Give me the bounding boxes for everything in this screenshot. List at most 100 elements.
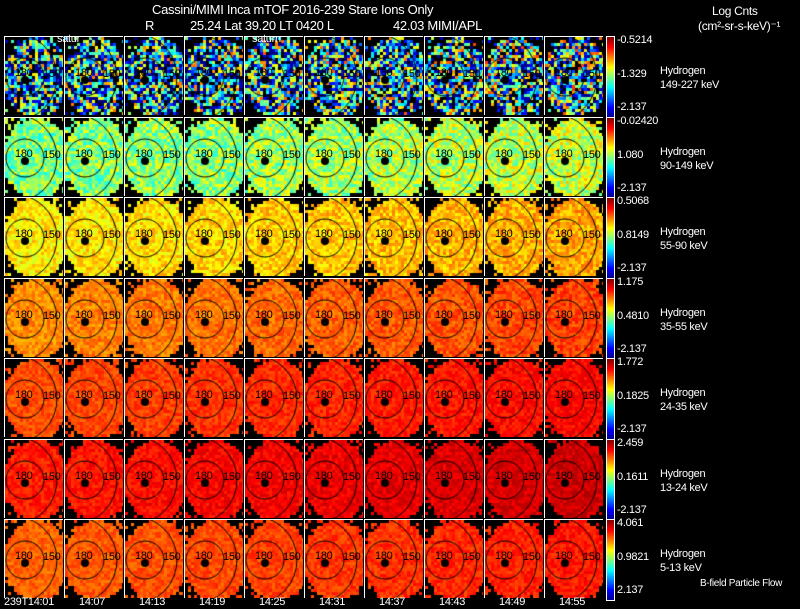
colorbar-mid-label: 0.8149 bbox=[617, 229, 649, 241]
contour-label-150: 150 bbox=[103, 390, 121, 402]
contour-label-150: 150 bbox=[343, 470, 361, 483]
contour-label-150: 150 bbox=[523, 309, 541, 322]
contour-label-180: 180 bbox=[435, 308, 453, 321]
image-panel: 180 150 bbox=[544, 358, 603, 437]
heatmap-canvas bbox=[425, 520, 483, 598]
contour-label-150: 150 bbox=[343, 148, 361, 161]
contour-label-150: 150 bbox=[283, 148, 301, 161]
contour-label-180: 180 bbox=[75, 147, 93, 160]
heatmap-canvas bbox=[545, 117, 603, 196]
contour-label-150: 150 bbox=[583, 470, 601, 483]
image-panel: 180 150 bbox=[484, 116, 543, 196]
image-panel: 180 150 bbox=[4, 36, 63, 115]
image-panel: 180 150 bbox=[124, 519, 183, 598]
contour-label-150: 150 bbox=[223, 229, 241, 241]
image-panel: 180 150 bbox=[484, 519, 543, 598]
contour-label-150: 150 bbox=[523, 148, 541, 161]
heatmap-canvas bbox=[5, 198, 63, 276]
heatmap-canvas bbox=[485, 117, 543, 196]
image-panel: 180 150 bbox=[484, 277, 543, 357]
contour-label-150: 150 bbox=[43, 68, 61, 80]
image-panel: 180 150 bbox=[484, 197, 543, 276]
contour-label-180: 180 bbox=[15, 228, 33, 240]
units-label: (cm²-sr-s-keV)⁻¹ bbox=[698, 19, 781, 33]
contour-label-150: 150 bbox=[163, 551, 181, 563]
contour-label-150: 150 bbox=[583, 390, 601, 402]
contour-label-150: 150 bbox=[523, 68, 541, 80]
contour-label-150: 150 bbox=[43, 551, 61, 563]
row-species-label: Hydrogen bbox=[660, 467, 706, 480]
x-tick-label: 14:55 bbox=[559, 596, 586, 608]
image-panel: 180 150 bbox=[64, 358, 123, 437]
image-panel: 180 150 bbox=[304, 197, 363, 276]
image-panel: 180 150 bbox=[424, 438, 483, 518]
image-panel: 180 150 bbox=[184, 116, 243, 196]
image-panel: 180 150 bbox=[64, 438, 123, 518]
image-panel: 180 150 bbox=[484, 36, 543, 115]
contour-label-180: 180 bbox=[15, 389, 33, 401]
row-species-label: Hydrogen bbox=[660, 145, 706, 158]
x-tick-label: 239T14:01 bbox=[4, 596, 54, 608]
contour-label-180: 180 bbox=[375, 67, 393, 79]
heatmap-canvas bbox=[365, 359, 423, 437]
contour-label-180: 180 bbox=[435, 67, 453, 79]
contour-label-180: 180 bbox=[75, 67, 93, 79]
image-panel: 180 150 bbox=[244, 519, 303, 598]
contour-label-150: 150 bbox=[343, 390, 361, 402]
contour-label-180: 180 bbox=[315, 550, 333, 562]
heatmap-canvas bbox=[5, 439, 63, 518]
heatmap-canvas bbox=[305, 359, 363, 437]
heatmap-canvas bbox=[365, 37, 423, 115]
x-tick-label: 14:49 bbox=[499, 596, 526, 608]
contour-label-180: 180 bbox=[195, 469, 213, 482]
contour-label-180: 180 bbox=[435, 550, 453, 562]
image-panel: 180 150 bbox=[544, 438, 603, 518]
contour-label-180: 180 bbox=[495, 308, 513, 321]
row-species-label: Hydrogen bbox=[660, 306, 706, 319]
contour-label-180: 180 bbox=[435, 147, 453, 160]
image-panel: 180 150 bbox=[184, 358, 243, 437]
contour-label-150: 150 bbox=[43, 229, 61, 241]
contour-label-180: 180 bbox=[555, 469, 573, 482]
contour-label-150: 150 bbox=[163, 68, 181, 80]
image-panel: 180 150 bbox=[4, 277, 63, 357]
contour-label-150: 150 bbox=[283, 68, 301, 80]
row-species-label: Hydrogen bbox=[660, 387, 706, 399]
contour-label-180: 180 bbox=[315, 389, 333, 401]
contour-label-150: 150 bbox=[43, 148, 61, 161]
contour-label-180: 180 bbox=[315, 308, 333, 321]
contour-label-180: 180 bbox=[375, 469, 393, 482]
colorbar bbox=[606, 36, 615, 118]
heatmap-canvas bbox=[305, 37, 363, 115]
contour-label-150: 150 bbox=[223, 390, 241, 402]
contour-label-150: 150 bbox=[403, 390, 421, 402]
row-energy-label: 55-90 keV bbox=[660, 240, 708, 252]
x-tick-label: 14:43 bbox=[439, 596, 466, 608]
contour-label-150: 150 bbox=[583, 551, 601, 563]
contour-label-180: 180 bbox=[135, 228, 153, 240]
contour-label-180: 180 bbox=[75, 308, 93, 321]
image-panel: 180 150 bbox=[244, 36, 303, 115]
image-panel: 180 150 bbox=[304, 438, 363, 518]
heatmap-canvas bbox=[425, 37, 483, 115]
colorbar-mid-label: 0.9821 bbox=[617, 551, 649, 563]
colorbar-max-label: 4.061 bbox=[617, 517, 644, 529]
contour-label-150: 150 bbox=[463, 551, 481, 563]
image-panel: 180 150 bbox=[64, 277, 123, 357]
contour-label-150: 150 bbox=[163, 390, 181, 402]
contour-label-150: 150 bbox=[163, 470, 181, 483]
heatmap-canvas bbox=[65, 359, 123, 437]
heatmap-canvas bbox=[185, 117, 243, 196]
heatmap-canvas bbox=[365, 117, 423, 196]
heatmap-canvas bbox=[5, 278, 63, 357]
heatmap-canvas bbox=[245, 117, 303, 196]
heatmap-canvas bbox=[185, 37, 243, 115]
colorbar-max-label: 0.5068 bbox=[617, 195, 649, 207]
contour-label-150: 150 bbox=[223, 309, 241, 322]
image-panel: 180 150 bbox=[304, 277, 363, 357]
image-panel: 180 150 bbox=[364, 519, 423, 598]
image-panel: 180 150 bbox=[304, 116, 363, 196]
image-panel: 180 150 bbox=[304, 358, 363, 437]
heatmap-canvas bbox=[425, 278, 483, 357]
